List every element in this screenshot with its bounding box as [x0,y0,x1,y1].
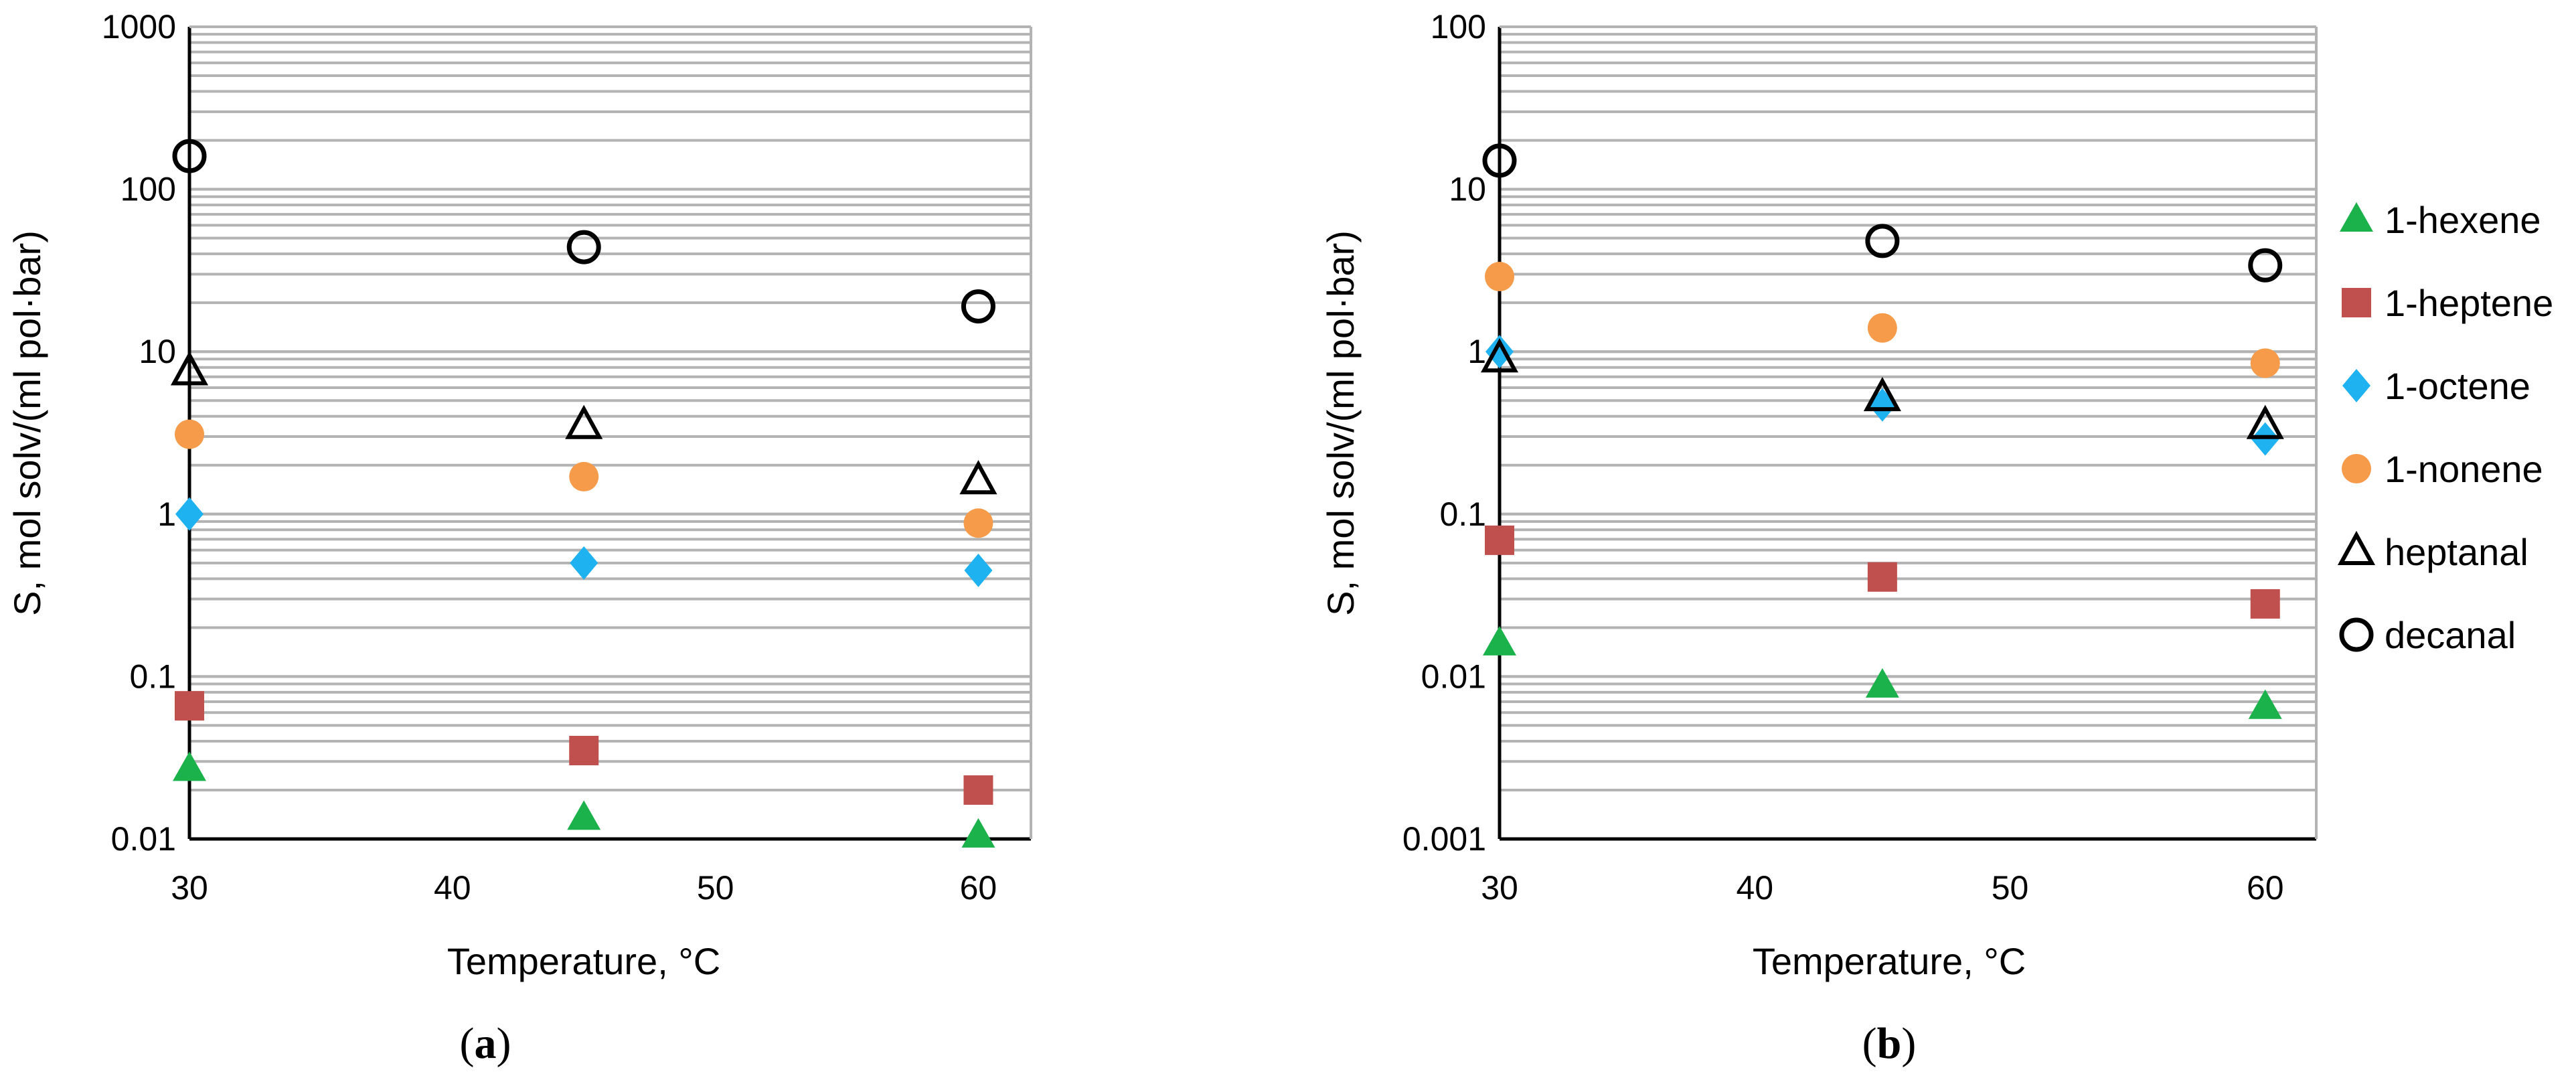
x-tick-label: 60 [960,869,997,907]
panel-label-b: (b) [1862,1019,1917,1068]
x-tick-label: 50 [697,869,734,907]
data-point-1-nonene [963,508,993,538]
data-point-heptanal [2246,404,2284,439]
data-point-decanal [2248,248,2283,283]
data-point-1-hexene [961,818,995,848]
data-point-1-nonene [1867,313,1897,343]
y-tick-label: 0.01 [1421,658,1486,695]
legend-marker [2339,617,2374,652]
data-point-1-heptene [569,736,599,766]
data-point-decanal [1865,224,1900,258]
x-tick-label: 30 [171,869,208,907]
legend-item: 1-hexene [2340,199,2541,241]
legend-marker [2337,530,2376,565]
y-tick-label: 1000 [102,8,176,46]
data-point-heptanal [170,351,209,386]
data-points-b [1480,143,2284,719]
panel-label-a-open: ( [460,1019,475,1068]
data-point-heptanal [1480,338,1519,373]
x-tick-label: 40 [1736,869,1773,907]
y-tick-label: 1 [157,495,176,533]
panel-label-a: (a) [460,1019,511,1068]
x-tick-label: 60 [2247,869,2284,907]
y-tick-label: 100 [120,171,176,208]
legend-marker [2342,288,2371,317]
x-tick-label: 40 [434,869,471,907]
data-point-1-heptene [2250,589,2280,619]
panel-label-b-open: ( [1862,1019,1877,1068]
data-point-1-hexene [1483,625,1516,655]
data-point-1-octene [964,553,993,587]
y-tick-label: 0.1 [1439,495,1486,533]
legend-label: 1-heptene [2385,282,2553,324]
legend-item: 1-octene [2342,365,2530,407]
data-point-1-heptene [1867,562,1897,592]
y-axis-title-a: S, mol solv/(ml pol·bar) [6,230,48,616]
legend-label: 1-nonene [2385,448,2543,490]
chart-panel-b: 0.001 0.01 0.1 1 10 100 30 40 50 60 Temperature,… [1319,8,2318,1068]
legend-item: heptanal [2337,530,2528,573]
data-point-heptanal [1863,376,1901,412]
y-tick-label: 0.1 [129,658,176,695]
data-point-1-hexene [173,751,206,781]
panel-label-b-close: ) [1901,1019,1916,1068]
data-point-1-hexene [2248,689,2282,719]
chart-panel-a: 0.01 0.1 1 10 100 1000 30 40 50 60 Temperature, … [6,8,1032,1068]
legend-label: decanal [2385,614,2516,656]
data-point-1-octene [570,546,598,580]
legend-label: 1-hexene [2385,199,2541,241]
legend-item: 1-heptene [2342,282,2553,324]
data-point-1-octene [175,497,204,531]
panel-label-a-close: ) [497,1019,511,1068]
data-point-heptanal [959,460,997,495]
data-point-1-nonene [569,461,599,491]
data-point-1-heptene [175,691,204,721]
y-tick-label: 10 [1449,171,1486,208]
legend-item: 1-nonene [2342,448,2543,490]
y-axis-title-b: S, mol solv/(ml pol·bar) [1319,230,1362,616]
plot-frame-b [1498,25,2318,841]
y-tick-label: 0.01 [111,820,176,858]
y-tick-label: 0.001 [1402,820,1486,858]
x-axis-title-b: Temperature, °C [1753,940,2026,982]
y-tick-labels-b: 0.001 0.01 0.1 1 10 100 [1402,8,1486,858]
gridlines-b [1500,25,2316,791]
x-tick-label: 50 [1992,869,2029,907]
data-point-decanal [172,139,207,173]
gridlines-a [189,25,1031,791]
y-tick-labels-a: 0.01 0.1 1 10 100 1000 [102,8,176,858]
x-tick-labels-b: 30 40 50 60 [1481,869,2283,907]
data-point-1-nonene [175,419,204,449]
data-point-decanal [1482,143,1517,178]
y-tick-label: 100 [1431,8,1486,46]
x-tick-labels-a: 30 40 50 60 [171,869,997,907]
data-point-1-hexene [1865,668,1899,698]
data-points-a [170,139,997,848]
panel-label-a-letter: a [475,1019,497,1068]
data-point-1-hexene [567,800,601,830]
data-point-decanal [566,230,601,264]
legend-marker [2340,202,2373,232]
legend-label: 1-octene [2385,365,2530,407]
legend-item: decanal [2339,614,2516,656]
legend-label: heptanal [2385,531,2528,573]
x-axis-title-a: Temperature, °C [447,940,720,982]
data-point-1-heptene [1485,525,1514,555]
y-tick-label: 1 [1467,333,1486,370]
data-point-1-heptene [963,775,993,805]
legend-marker [2342,369,2370,402]
x-tick-label: 30 [1481,869,1518,907]
legend: 1-hexene 1-heptene 1-octene 1-nonene heptana… [2337,199,2553,656]
data-point-1-octene [1485,335,1514,369]
legend-marker [2342,454,2371,483]
y-tick-label: 10 [139,333,176,370]
data-point-1-nonene [1485,262,1514,292]
data-point-1-nonene [2250,348,2280,378]
data-point-heptanal [565,404,603,439]
panel-label-b-letter: b [1877,1019,1902,1068]
data-point-decanal [961,289,995,324]
